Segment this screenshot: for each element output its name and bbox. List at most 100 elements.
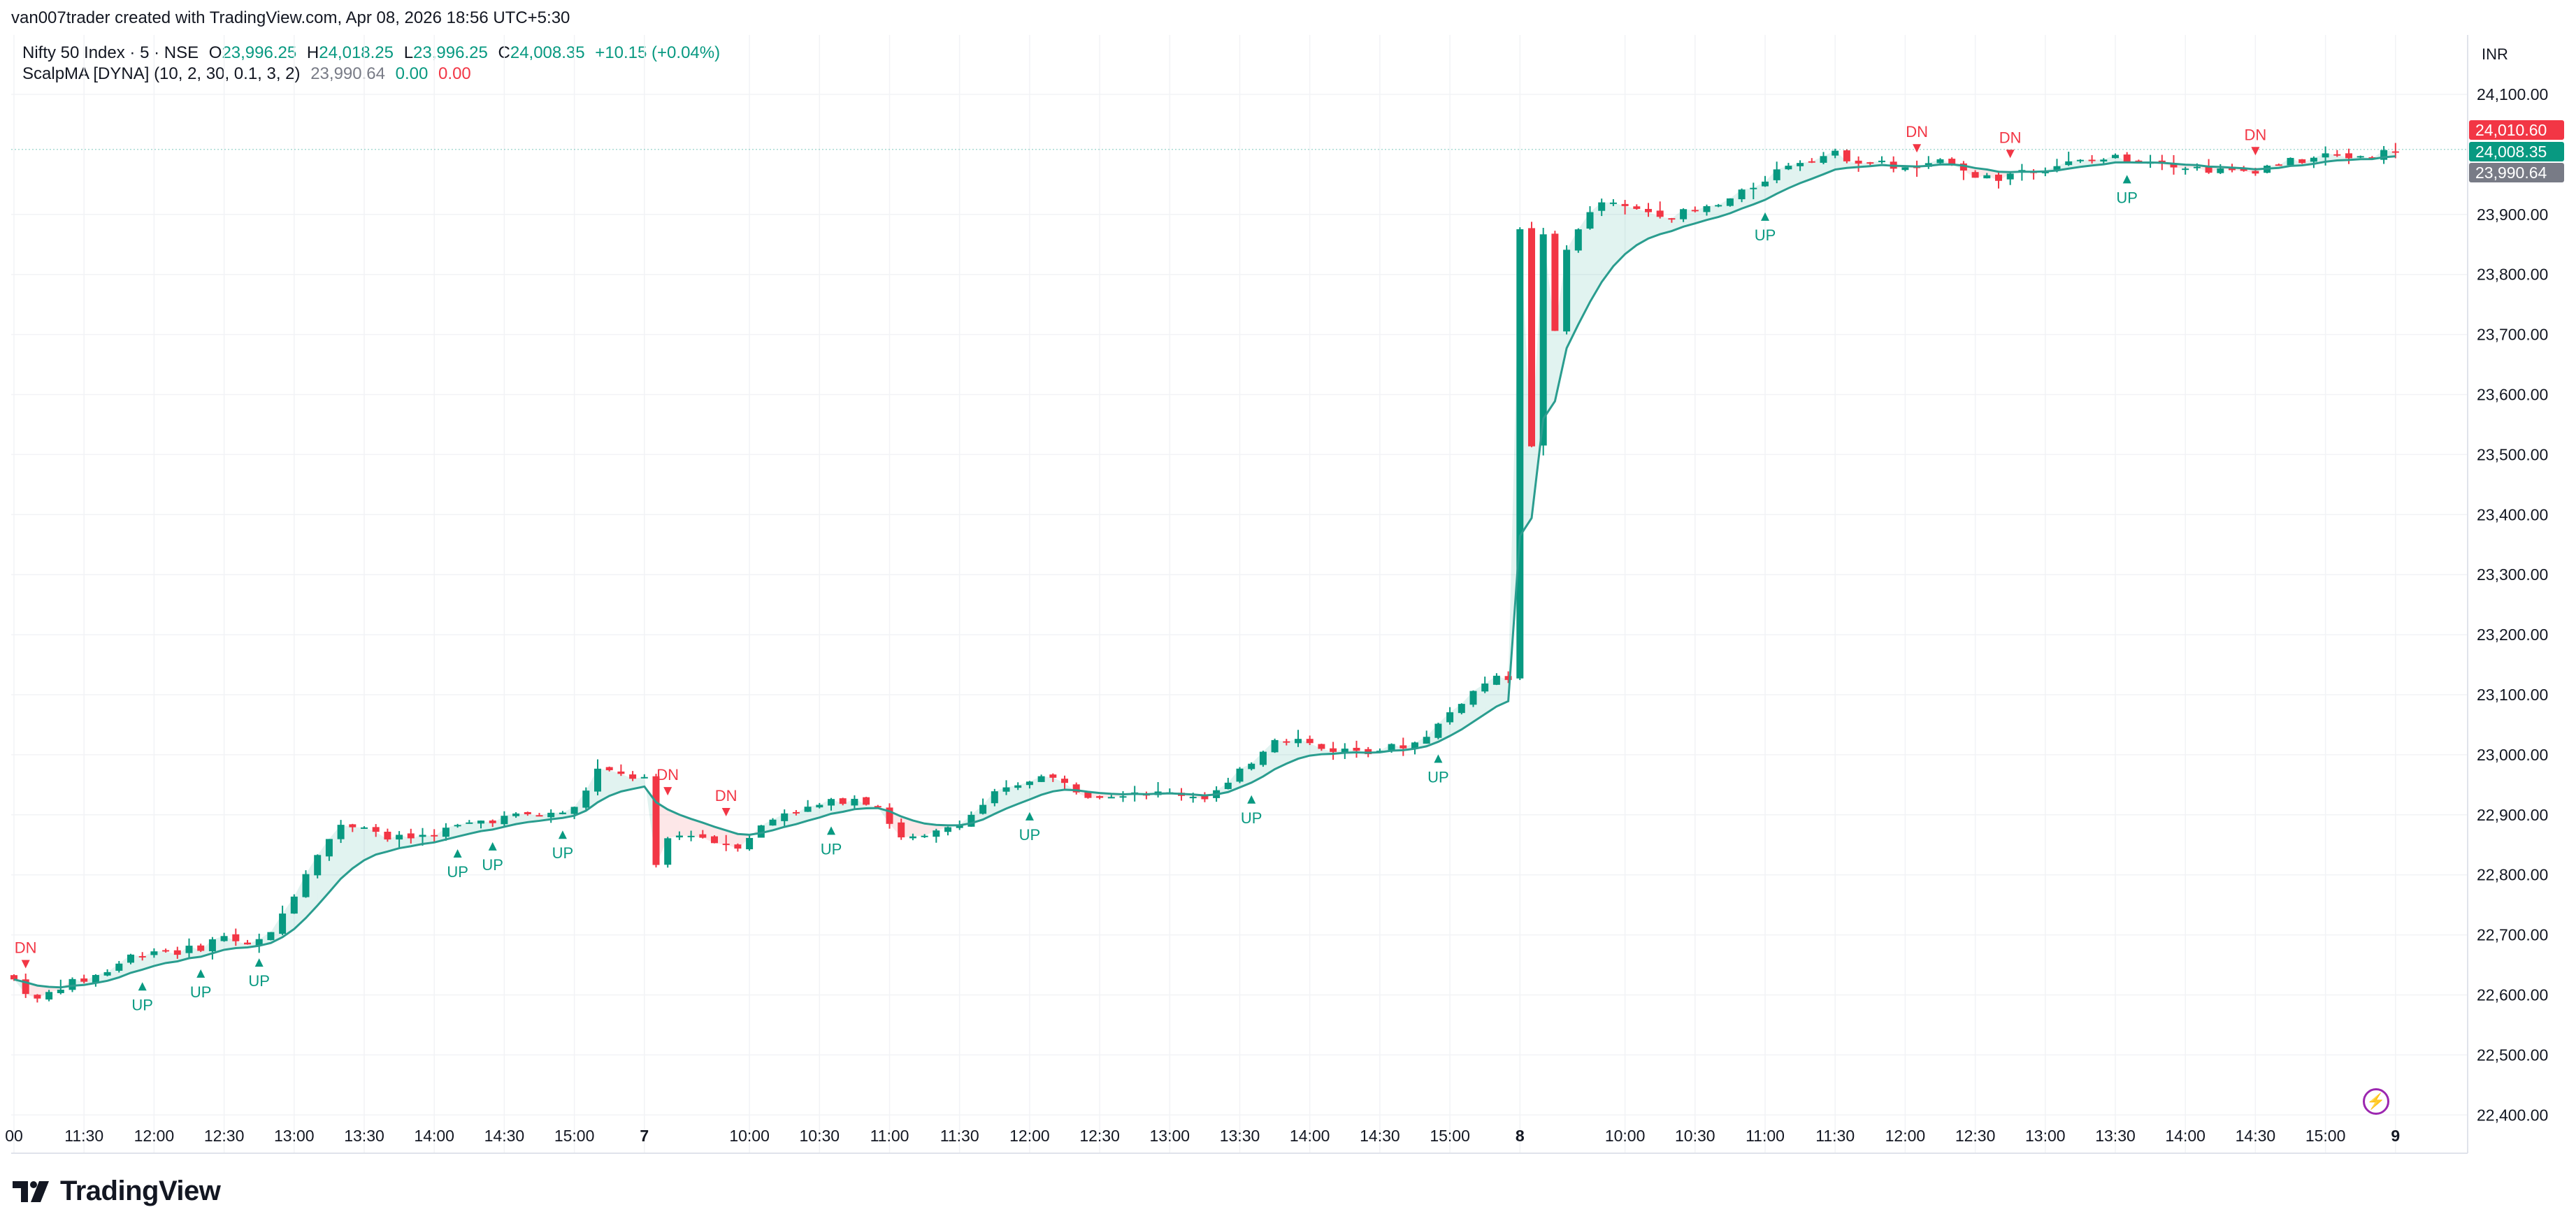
candle-body	[1201, 795, 1209, 800]
symbol-title[interactable]: Nifty 50 Index · 5 · NSE	[22, 43, 199, 62]
signal-up-label: UP	[447, 863, 468, 881]
candle-body	[466, 822, 473, 824]
candle-body	[1901, 167, 1909, 171]
candle-body	[45, 992, 53, 1000]
candle-body	[2310, 157, 2317, 162]
candle-body	[1119, 796, 1127, 798]
candle-body	[967, 814, 975, 827]
candle-body	[2322, 153, 2329, 158]
candle-body	[933, 830, 940, 837]
time-axis-tick: 11:30	[1815, 1127, 1855, 1145]
candle-body	[699, 834, 707, 838]
candle-body	[2356, 156, 2364, 158]
candle-body	[956, 825, 963, 828]
indicator-legend[interactable]: ScalpMA [DYNA] (10, 2, 30, 0.1, 3, 2) 23…	[22, 64, 471, 84]
time-axis-tick: 11:30	[940, 1127, 979, 1145]
candle-body	[2275, 164, 2282, 166]
candle-body	[1318, 744, 1325, 749]
time-axis-tick: 13:00	[1150, 1127, 1190, 1145]
time-axis-tick: 00	[5, 1127, 23, 1145]
signal-up-arrow	[1434, 754, 1443, 763]
ma-fill	[1613, 202, 1625, 266]
candle-body	[2345, 153, 2352, 159]
candle-body	[407, 833, 415, 839]
signal-dn-arrow	[21, 960, 30, 969]
candle-body	[1248, 763, 1255, 770]
candle-body	[173, 950, 181, 955]
signal-dn-arrow	[2251, 147, 2260, 156]
price-label-bg	[2469, 142, 2564, 161]
ma-fill	[1800, 161, 1812, 183]
candle-body	[711, 836, 718, 844]
signal-up-label: UP	[1019, 826, 1041, 844]
signal-dn-label: DN	[715, 787, 737, 804]
candle-body	[2298, 159, 2306, 164]
candle-body	[722, 844, 730, 846]
candle-body	[2205, 166, 2212, 173]
candle-body	[2100, 159, 2108, 162]
high-label: H	[306, 43, 319, 62]
candle-body	[1878, 160, 1885, 162]
candle-body	[605, 767, 613, 771]
candle-body	[874, 806, 882, 808]
ma-fill	[422, 835, 435, 844]
candle-body	[103, 971, 111, 976]
candle-body	[1504, 676, 1512, 680]
time-axis-tick: 12:30	[1955, 1127, 1996, 1145]
candle-body	[1388, 744, 1395, 751]
candle-body	[80, 978, 88, 982]
price-axis-tick: 23,500.00	[2477, 445, 2548, 463]
candle-body	[454, 825, 461, 827]
candle-body	[431, 835, 438, 837]
price-axis-tick: 23,300.00	[2477, 565, 2548, 584]
ma-fill	[1660, 217, 1672, 235]
candle-body	[1715, 205, 1722, 207]
candle-body	[652, 776, 660, 865]
candle-body	[2252, 171, 2259, 174]
time-axis-tick: 14:30	[1360, 1127, 1400, 1145]
lightning-icon[interactable]: ⚡	[2363, 1088, 2389, 1115]
indicator-name[interactable]: ScalpMA [DYNA] (10, 2, 30, 0.1, 3, 2)	[22, 64, 301, 83]
candle-body	[1563, 250, 1571, 332]
currency-label[interactable]: INR	[2482, 45, 2508, 63]
open-value: 23,996.25	[222, 43, 297, 62]
time-axis-tick: 13:30	[2095, 1127, 2136, 1145]
candle-body	[2112, 154, 2119, 159]
candle-body	[1399, 745, 1407, 749]
candle-body	[1668, 218, 1676, 220]
time-axis-tick: 13:00	[2025, 1127, 2066, 1145]
candle-body	[2088, 159, 2096, 161]
indicator-value-2: 0.00	[395, 64, 429, 83]
candle-body	[1271, 739, 1279, 753]
price-axis-tick: 23,400.00	[2477, 505, 2548, 523]
candle-body	[909, 836, 916, 839]
signal-up-label: UP	[248, 972, 270, 990]
candle-body	[1680, 209, 1688, 219]
candle-body	[1551, 233, 1559, 331]
candle-body	[1633, 206, 1641, 209]
signal-up-arrow	[1247, 795, 1256, 804]
candle-body	[1866, 162, 1874, 164]
candle-body	[337, 825, 345, 839]
candle-body	[991, 791, 998, 804]
ohlc-legend: Nifty 50 Index · 5 · NSE O23,996.25 H24,…	[22, 43, 720, 63]
candle-body	[361, 827, 368, 829]
close-value: 24,008.35	[510, 43, 585, 62]
candle-body	[746, 837, 754, 850]
candle-body	[559, 812, 566, 814]
ma-fill	[924, 823, 937, 836]
candle-body	[828, 799, 835, 806]
signal-up-arrow	[558, 830, 567, 839]
ma-fill	[364, 827, 376, 860]
ma-fill	[1648, 212, 1660, 239]
candle-body	[582, 790, 590, 808]
candle-body	[1691, 210, 1699, 212]
candle-body	[489, 820, 496, 823]
candle-body	[1411, 742, 1418, 749]
time-axis-tick: 15:00	[2305, 1127, 2346, 1145]
time-axis-tick: 14:30	[2236, 1127, 2276, 1145]
price-label: 23,990.64	[2475, 164, 2547, 182]
candle-body	[1283, 741, 1290, 743]
signal-dn-label: DN	[656, 766, 679, 783]
